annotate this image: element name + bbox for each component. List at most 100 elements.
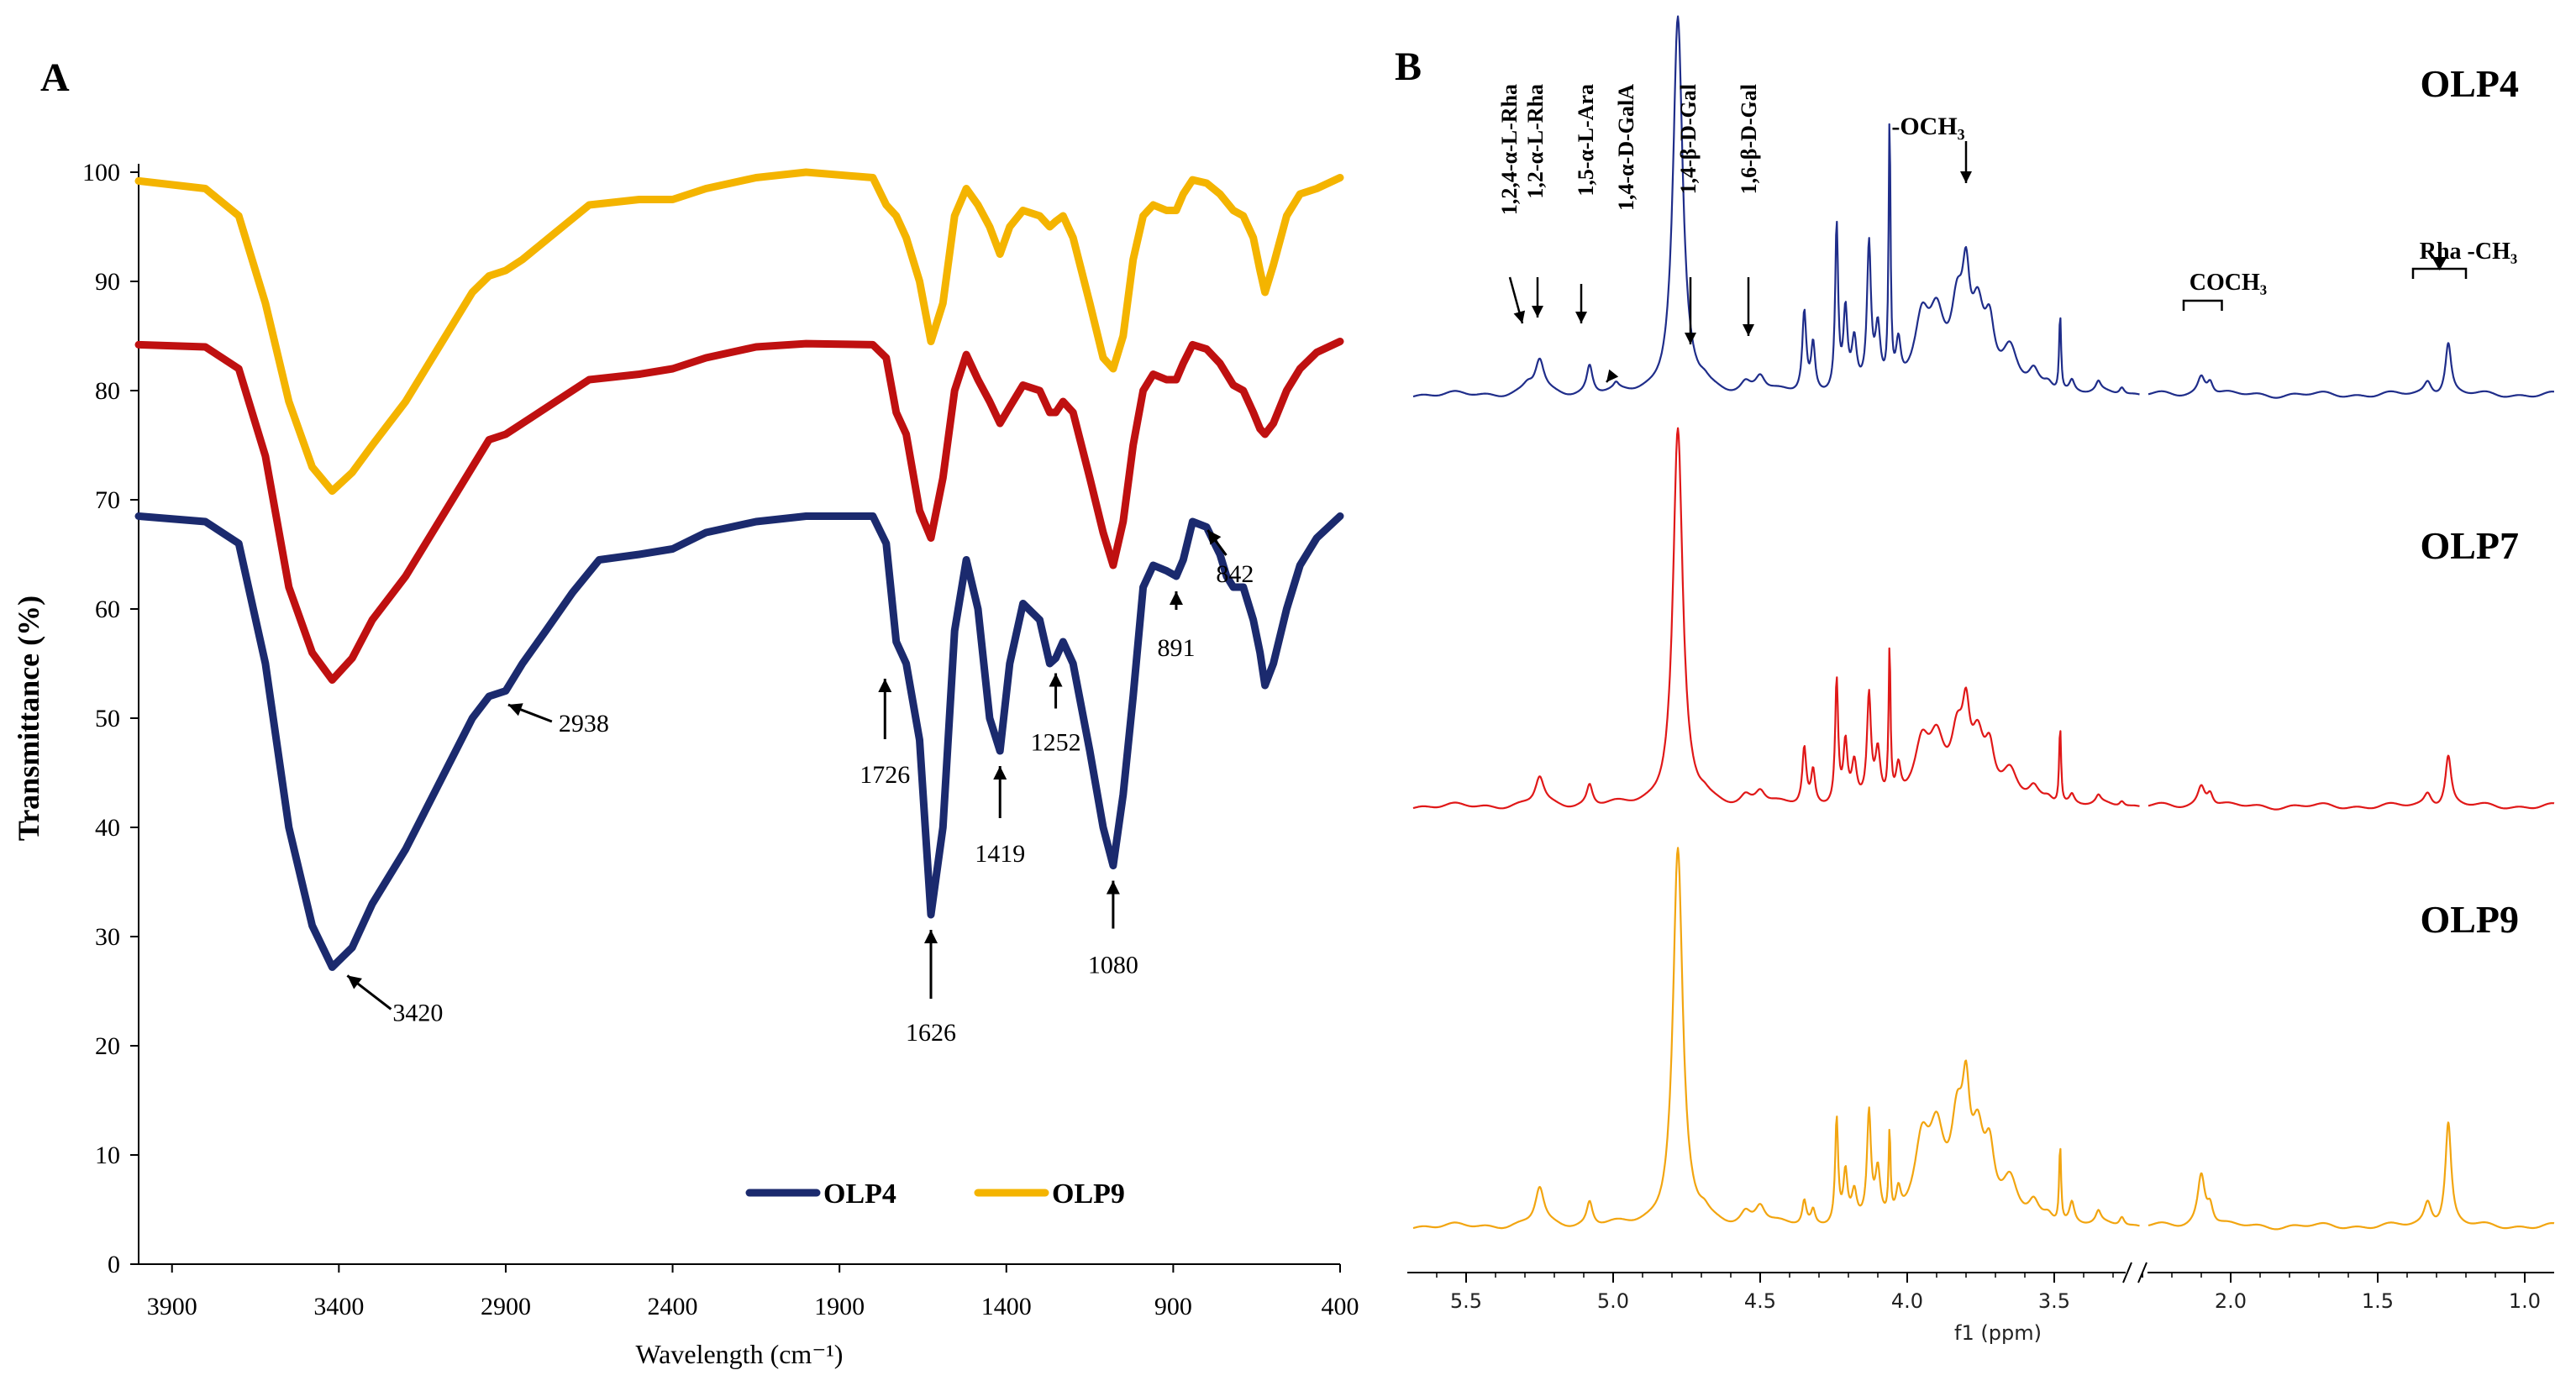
peak-label: 1,6-β-D-Gal xyxy=(1737,84,1761,194)
peak-label-group: 1,5-α-L-Ara xyxy=(1574,84,1598,197)
x-tick-label: 2400 xyxy=(648,1293,698,1320)
annotation-arrow-head xyxy=(507,703,523,716)
peak-arrow-head xyxy=(1532,306,1543,318)
annotation-arrow-head xyxy=(347,975,362,989)
peak-label-group: 1,4-α-D-GalA xyxy=(1614,84,1638,211)
group-bracket-coch3 xyxy=(2182,299,2223,311)
y-tick-label: 40 xyxy=(95,814,120,842)
peak-arrow-head xyxy=(1575,312,1587,323)
panel-b: B 5.5 5.0 4.5 4.0 3.5 2.0 1.5 1.0 f1 (ppm) OLP4 OLP… xyxy=(1395,15,2555,1345)
x-tick-label: 4.0 xyxy=(1891,1289,1923,1313)
spectrum-olp7-right xyxy=(2148,754,2555,811)
annotation-arrow-head xyxy=(1207,530,1222,545)
annotation-arrow-head xyxy=(878,679,892,692)
peak-arrow-head xyxy=(1960,171,1972,183)
y-tick-label: 100 xyxy=(82,159,120,186)
group-label-och3: -OCH₃ xyxy=(1891,113,1964,140)
spectrum-olp7-left xyxy=(1412,427,2140,810)
x-tick-label: 2900 xyxy=(481,1293,531,1320)
annotation-arrow-head xyxy=(924,930,938,943)
group-arrow-rha-ch3 xyxy=(2431,257,2447,270)
annotation-2938: 2938 xyxy=(507,703,609,737)
peak-label: 1,2-α-L-Rha xyxy=(1523,84,1548,199)
legend-entry-olp9: OLP9 xyxy=(974,1178,1125,1210)
annotation-label: 1252 xyxy=(1031,729,1081,757)
peak-arrow xyxy=(1685,277,1696,344)
spectrum-olp9-right xyxy=(2148,1121,2555,1231)
peak-arrow xyxy=(1508,276,1526,324)
x-tick-label: 1900 xyxy=(814,1293,865,1320)
legend-entry-olp4: OLP4 xyxy=(745,1178,896,1210)
peak-arrow-head xyxy=(1513,310,1526,323)
peak-label: 1,5-α-L-Ara xyxy=(1574,84,1598,197)
legend-label: OLP9 xyxy=(1052,1178,1125,1210)
annotation-label: 1419 xyxy=(975,840,1025,868)
y-tick-label: 30 xyxy=(95,923,120,951)
x-tick-label: 1.5 xyxy=(2362,1289,2394,1313)
annotation-label: 1626 xyxy=(906,1019,956,1047)
annotation-1419: 1419 xyxy=(975,766,1025,868)
legend: OLP4 OLP9 xyxy=(745,1178,1125,1210)
annotation-label: 1726 xyxy=(860,761,910,789)
y-tick-label: 60 xyxy=(95,596,120,623)
spectrum-olp4-right xyxy=(2148,342,2555,399)
peak-label: 1,2,4-α-L-Rha xyxy=(1497,84,1522,215)
x-tick-label: 3.5 xyxy=(2038,1289,2070,1313)
annotation-label: 891 xyxy=(1157,634,1195,662)
y-tick-label: 0 xyxy=(108,1251,120,1278)
x-tick-label: 900 xyxy=(1154,1293,1192,1320)
x-axis-title: f1 (ppm) xyxy=(1954,1321,2042,1345)
peak-label-group: 1,2-α-L-Rha xyxy=(1523,84,1548,199)
spectrum-olp9-left xyxy=(1412,847,2140,1230)
spectrum-label-olp4: OLP4 xyxy=(2420,62,2519,105)
x-tick-label: 4.5 xyxy=(1744,1289,1776,1313)
x-tick-label: 5.0 xyxy=(1597,1289,1629,1313)
y-tick-label: 50 xyxy=(95,705,120,732)
y-tick-label: 80 xyxy=(95,377,120,405)
series-line-olp7 xyxy=(134,338,1344,684)
peak-arrow-head xyxy=(1606,369,1619,382)
x-tick-label: 1.0 xyxy=(2509,1289,2541,1313)
peak-label: 1,4-β-D-Gal xyxy=(1676,84,1701,194)
x-axis-title: Wavelength (cm⁻¹) xyxy=(636,1339,844,1369)
x-tick-label: 3400 xyxy=(313,1293,364,1320)
annotation-label: 3420 xyxy=(392,999,443,1026)
legend-label: OLP4 xyxy=(823,1178,896,1210)
group-arrow-och3 xyxy=(1960,141,1972,183)
x-tick-label: 1400 xyxy=(981,1293,1032,1320)
panel-a: A 0 10 20 30 40 50 60 70 80 90 100 3900 3400 2900 2400 1… xyxy=(12,55,1359,1369)
annotation-arrow-head xyxy=(1049,673,1063,687)
annotation-arrow-head xyxy=(1106,880,1120,895)
y-tick-label: 20 xyxy=(95,1032,120,1060)
peak-arrow xyxy=(1743,277,1754,336)
annotation-label: 1080 xyxy=(1088,952,1138,979)
annotation-1080: 1080 xyxy=(1088,880,1138,979)
x-tick-label: 400 xyxy=(1322,1293,1359,1320)
annotation-arrow-head xyxy=(1169,591,1183,605)
annotation-1252: 1252 xyxy=(1031,673,1081,757)
spectrum-label-olp9: OLP9 xyxy=(2420,898,2519,941)
annotation-3420: 3420 xyxy=(346,974,443,1026)
x-tick-label: 5.5 xyxy=(1450,1289,1482,1313)
y-tick-label: 10 xyxy=(95,1142,120,1169)
group-label-coch3: COCH₃ xyxy=(2190,270,2267,296)
peak-label: 1,4-α-D-GalA xyxy=(1614,84,1638,211)
peak-arrow-head xyxy=(1685,333,1696,344)
peak-arrow-head xyxy=(1743,324,1754,336)
peak-arrow xyxy=(1575,284,1587,323)
annotation-891: 891 xyxy=(1157,591,1195,662)
y-tick-label: 70 xyxy=(95,486,120,514)
annotation-arrow-head xyxy=(993,766,1007,779)
spectrum-olp4-left xyxy=(1412,15,2140,398)
peak-label-group: 1,2,4-α-L-Rha xyxy=(1497,84,1522,215)
peak-arrow xyxy=(1606,369,1619,383)
series-line-olp4 xyxy=(134,512,1344,971)
y-axis-title: Transmittance (%) xyxy=(12,596,45,841)
annotation-842: 842 xyxy=(1207,529,1254,588)
axis-break-mark xyxy=(2122,1262,2132,1283)
x-tick-label: 2.0 xyxy=(2215,1289,2247,1313)
spectrum-label-olp7: OLP7 xyxy=(2420,524,2519,567)
annotation-1626: 1626 xyxy=(906,930,956,1047)
x-tick-label: 3900 xyxy=(147,1293,197,1320)
